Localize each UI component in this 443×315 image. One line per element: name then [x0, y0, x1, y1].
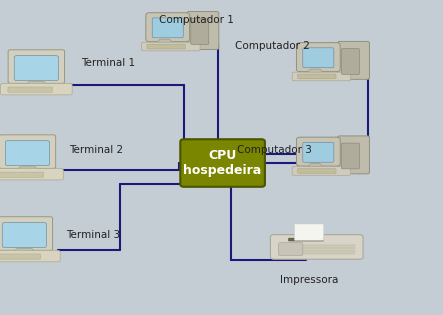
FancyBboxPatch shape — [0, 254, 41, 259]
FancyBboxPatch shape — [152, 18, 183, 38]
FancyBboxPatch shape — [278, 252, 355, 255]
Polygon shape — [307, 163, 323, 167]
FancyBboxPatch shape — [270, 235, 363, 259]
FancyBboxPatch shape — [278, 244, 355, 247]
FancyBboxPatch shape — [8, 87, 53, 92]
FancyBboxPatch shape — [296, 137, 340, 166]
FancyBboxPatch shape — [338, 136, 369, 174]
FancyBboxPatch shape — [0, 83, 72, 95]
FancyBboxPatch shape — [141, 42, 200, 51]
FancyBboxPatch shape — [296, 43, 340, 72]
Polygon shape — [17, 167, 38, 170]
FancyBboxPatch shape — [180, 139, 265, 187]
FancyBboxPatch shape — [278, 250, 355, 252]
FancyBboxPatch shape — [292, 72, 351, 81]
FancyBboxPatch shape — [292, 167, 351, 175]
FancyBboxPatch shape — [0, 169, 63, 180]
Text: CPU
hospedeira: CPU hospedeira — [183, 149, 262, 177]
FancyBboxPatch shape — [14, 56, 58, 81]
Text: Computador 1: Computador 1 — [159, 15, 234, 26]
Text: Impressora: Impressora — [280, 275, 338, 285]
Polygon shape — [14, 249, 35, 252]
FancyBboxPatch shape — [8, 50, 65, 83]
FancyBboxPatch shape — [279, 243, 303, 255]
FancyBboxPatch shape — [0, 172, 43, 177]
FancyBboxPatch shape — [295, 224, 324, 240]
FancyBboxPatch shape — [342, 49, 359, 74]
FancyBboxPatch shape — [0, 250, 60, 262]
FancyBboxPatch shape — [2, 223, 47, 248]
FancyBboxPatch shape — [5, 141, 50, 166]
FancyBboxPatch shape — [0, 217, 53, 250]
FancyBboxPatch shape — [342, 143, 359, 169]
FancyBboxPatch shape — [187, 11, 219, 49]
FancyBboxPatch shape — [147, 44, 186, 49]
FancyBboxPatch shape — [146, 13, 190, 42]
FancyBboxPatch shape — [298, 74, 336, 79]
Text: Computador 2: Computador 2 — [235, 41, 310, 51]
Text: Terminal 2: Terminal 2 — [69, 145, 123, 155]
Text: Terminal 3: Terminal 3 — [66, 230, 120, 240]
FancyBboxPatch shape — [278, 247, 355, 249]
FancyBboxPatch shape — [0, 135, 56, 169]
Polygon shape — [157, 39, 172, 43]
FancyBboxPatch shape — [191, 19, 209, 44]
FancyBboxPatch shape — [298, 169, 336, 173]
FancyBboxPatch shape — [303, 142, 334, 162]
Text: Terminal 1: Terminal 1 — [81, 58, 135, 68]
Text: Computador 3: Computador 3 — [237, 145, 312, 155]
FancyBboxPatch shape — [288, 238, 324, 241]
Polygon shape — [307, 69, 323, 72]
FancyBboxPatch shape — [338, 41, 369, 79]
Polygon shape — [26, 82, 47, 85]
FancyBboxPatch shape — [303, 48, 334, 68]
